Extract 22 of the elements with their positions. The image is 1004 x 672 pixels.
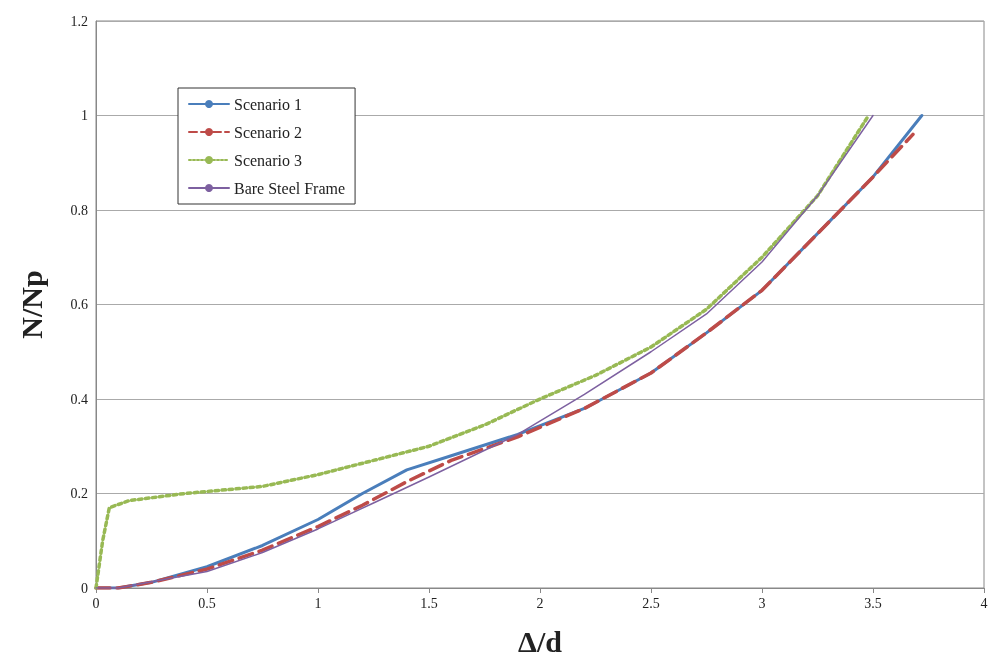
x-tick-label: 4 (980, 595, 988, 611)
x-tick-label: 2 (536, 595, 544, 611)
legend-label: Scenario 2 (234, 123, 302, 141)
x-tick-label: 1 (314, 595, 322, 611)
y-tick-label: 0.2 (70, 486, 88, 501)
x-tick-label: 3 (758, 595, 766, 611)
legend-label: Scenario 1 (234, 95, 302, 113)
legend-label: Scenario 3 (234, 151, 302, 169)
y-tick-label: 1 (81, 108, 88, 123)
y-axis-title: N/Np (14, 270, 48, 339)
x-tick-label: 3.5 (864, 595, 882, 611)
x-tick-label: 2.5 (642, 595, 660, 611)
y-tick-label: 1.2 (70, 13, 88, 29)
y-tick-label: 0.8 (70, 202, 88, 218)
x-axis-title: Δ/d (518, 624, 563, 658)
x-tick-label: 0.5 (198, 595, 216, 611)
y-tick-label: 0 (81, 580, 88, 596)
y-tick-label: 0.6 (70, 297, 88, 312)
legend-label: Bare Steel Frame (234, 179, 346, 197)
y-tick-label: 0.4 (70, 391, 88, 407)
x-tick-label: 0 (92, 595, 100, 611)
x-tick-label: 1.5 (420, 595, 438, 611)
